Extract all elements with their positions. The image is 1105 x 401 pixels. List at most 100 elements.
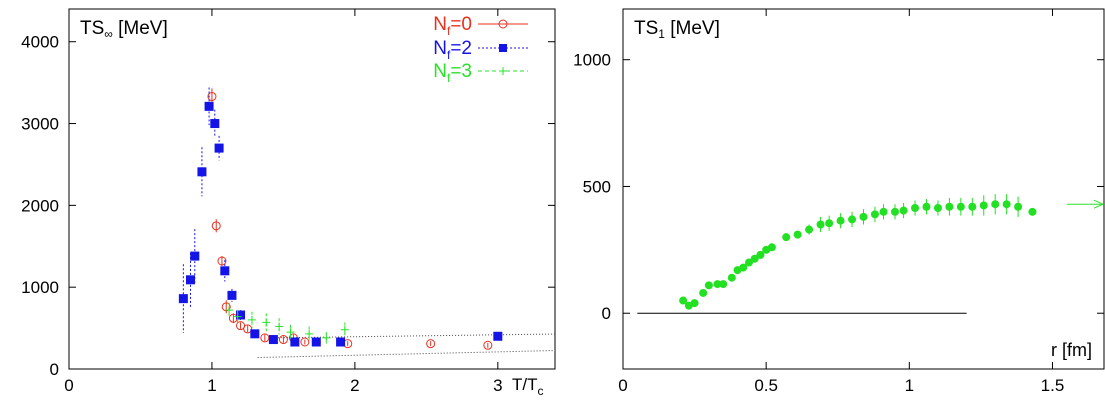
right-plot-frame (622, 8, 1105, 370)
legend-marker-nf2 (499, 44, 507, 52)
data-point (911, 204, 920, 213)
legend-label-nf2: Nf=2 (433, 38, 472, 62)
data-point (483, 340, 493, 350)
right-x-tick-label: 1 (905, 376, 914, 395)
data-point (767, 243, 776, 252)
right-y-tick-label: 1000 (573, 51, 611, 70)
right-y-tick-label: 0 (602, 304, 611, 323)
data-point (870, 210, 879, 219)
data-point (704, 281, 713, 290)
data-point (322, 333, 331, 342)
data-point (816, 220, 825, 229)
left-y-tick-label: 0 (50, 360, 59, 379)
data-point (1002, 200, 1011, 209)
left-x-tick-label: 1 (207, 376, 216, 395)
right-chart: 0 500 1000 0 0.5 1 1.5 TS1 [MeV] r [fm] (573, 8, 1105, 395)
data-point (204, 101, 214, 111)
data-point (565, 336, 573, 344)
data-point (290, 337, 300, 347)
data-point (879, 207, 888, 216)
left-legend: Nf=0 Nf=2 Nf=3 (433, 14, 528, 85)
data-point (848, 215, 857, 224)
data-point (968, 202, 977, 211)
data-point (739, 263, 748, 272)
data-point (243, 324, 253, 334)
data-point (221, 302, 231, 312)
series-nf2 (178, 87, 503, 347)
data-point (825, 219, 834, 228)
data-point (217, 256, 227, 266)
left-chart-title: TS∞ [MeV] (80, 18, 168, 41)
data-point (679, 296, 688, 305)
data-point (286, 328, 295, 337)
data-point (744, 258, 753, 267)
asymptote-arrow-head (1093, 199, 1105, 209)
data-point (922, 202, 931, 211)
data-point (699, 288, 708, 297)
data-point (220, 266, 230, 276)
data-point (207, 92, 217, 102)
data-point (300, 337, 310, 347)
data-point (178, 294, 188, 304)
right-y-tick-label: 500 (583, 177, 611, 196)
series-ts1 (679, 194, 1037, 310)
left-x-tick-label: 0 (64, 376, 73, 395)
data-point (336, 337, 346, 347)
right-chart-title: TS1 [MeV] (634, 18, 720, 41)
data-point (805, 225, 814, 234)
left-data-series (178, 87, 573, 350)
legend-label-nf0: Nf=0 (433, 14, 472, 38)
data-point (426, 339, 436, 349)
legend-label-nf3: Nf=3 (433, 61, 472, 85)
data-point (756, 250, 765, 259)
data-point (260, 333, 270, 343)
data-point (211, 221, 221, 231)
data-point (793, 230, 802, 239)
data-point (268, 335, 278, 345)
data-point (750, 254, 759, 263)
data-point (890, 207, 899, 216)
data-point (493, 331, 503, 341)
left-chart: 0 1000 2000 3000 4000 0 1 2 3 TS∞ [MeV] T/Tc Nf=… (21, 8, 573, 398)
left-fit-band (257, 333, 555, 359)
data-point (262, 318, 271, 327)
data-point (836, 216, 845, 225)
data-point (1014, 202, 1023, 211)
fit-band-upper-line (269, 333, 555, 339)
data-point (859, 212, 868, 221)
left-y-tick-label: 3000 (21, 115, 59, 134)
data-point (727, 273, 736, 282)
series-nf3 (225, 302, 349, 344)
data-point (713, 280, 722, 289)
data-point (197, 167, 207, 177)
right-x-tick-label: 0 (618, 376, 627, 395)
legend-entry-nf2: Nf=2 (433, 38, 528, 62)
right-data-series (679, 194, 1037, 310)
series-nf0 (207, 88, 573, 350)
right-x-axis-label: r [fm] (1051, 340, 1092, 360)
left-y-tick-label: 4000 (21, 33, 59, 52)
data-point (782, 233, 791, 242)
legend-entry-nf3: Nf=3 (433, 61, 528, 85)
left-x-tick-label: 3 (493, 376, 502, 395)
data-point (945, 202, 954, 211)
data-point (305, 329, 314, 338)
data-point (247, 315, 256, 324)
data-point (275, 322, 284, 331)
right-axis-ticks: 0 500 1000 0 0.5 1 1.5 (573, 9, 1104, 395)
data-point (991, 200, 1000, 209)
data-point (956, 202, 965, 211)
data-point (225, 306, 234, 315)
data-point (899, 206, 908, 215)
data-point (250, 329, 260, 339)
data-point (214, 143, 224, 153)
legend-entry-nf0: Nf=0 (433, 14, 528, 38)
left-x-tick-label: 2 (350, 376, 359, 395)
left-y-tick-label: 1000 (21, 278, 59, 297)
data-point (227, 290, 237, 300)
data-point (186, 275, 195, 285)
left-plot-frame (68, 8, 556, 370)
data-point (210, 119, 220, 129)
left-x-axis-label: T/Tc (512, 375, 544, 398)
